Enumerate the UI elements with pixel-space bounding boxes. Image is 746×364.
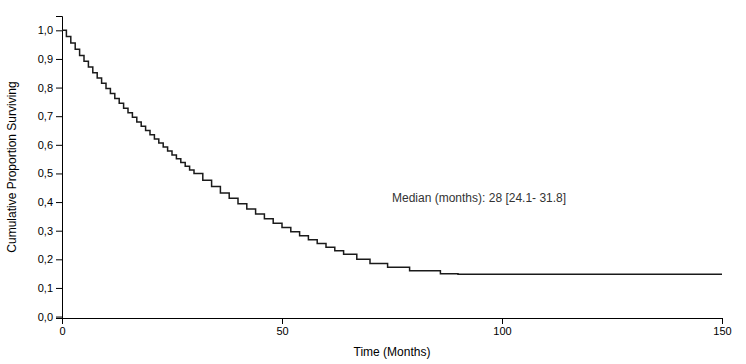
y-axis-tick-mark	[56, 231, 62, 232]
y-axis-tick-label: 0,6	[38, 139, 53, 151]
y-axis: 0,0 0,1 0,2 0,3 0,4 0,5 0,6 0,7 0,8 0,9 1,0	[38, 17, 63, 323]
y-axis-tick-label: 0,4	[38, 196, 53, 208]
y-axis-tick-mark	[56, 88, 62, 89]
y-axis-tick: 0,8	[38, 82, 62, 94]
y-axis-tick-label: 0,5	[38, 167, 53, 179]
y-axis-tick-label: 0,1	[38, 282, 53, 294]
y-axis-tick-label: 0,0	[38, 311, 53, 323]
y-axis-tick-label: 0,3	[38, 225, 53, 237]
y-axis-tick: 0,1	[38, 282, 62, 294]
x-axis-tick-mark	[502, 318, 503, 324]
y-axis-tick: 0,6	[38, 139, 62, 151]
y-axis-tick-label: 0,9	[38, 53, 53, 65]
y-axis-tick: 0,9	[38, 53, 62, 65]
x-axis-tick-label: 0	[59, 325, 65, 337]
x-axis-tick: 0	[59, 318, 65, 337]
x-axis: 0 50 100 150	[59, 318, 731, 337]
annotation: Median (months): 28 [24.1- 31.8]	[392, 191, 566, 205]
x-axis-tick-label: 150	[713, 325, 731, 337]
y-axis-tick: 0,4	[38, 196, 62, 208]
x-axis-tick: 150	[713, 318, 731, 337]
x-axis-tick-mark	[282, 318, 283, 324]
x-axis-line	[63, 319, 723, 325]
y-axis-tick-mark	[56, 288, 62, 289]
y-axis-tick: 0,3	[38, 225, 62, 237]
x-axis-title: Time (Months)	[354, 345, 431, 359]
y-axis-tick-label: 1,0	[38, 24, 53, 36]
y-axis-line	[56, 17, 63, 319]
y-axis-title: Cumulative Proportion Surviving	[5, 81, 19, 252]
chart: 0 50 100 150 0,0 0,1 0,2 0,3 0,4 0,5 0,6 0,7 0,8 0,9 1…	[0, 0, 746, 364]
y-axis-tick: 1,0	[38, 24, 62, 36]
y-axis-tick-mark	[56, 30, 62, 31]
y-axis-tick-mark	[56, 259, 62, 260]
y-axis-tick: 0,7	[38, 110, 62, 122]
y-axis-tick-label: 0,7	[38, 110, 53, 122]
x-axis-tick: 100	[493, 318, 511, 337]
y-axis-tick-label: 0,2	[38, 253, 53, 265]
y-axis-tick-mark	[56, 145, 62, 146]
x-axis-tick-label: 100	[493, 325, 511, 337]
y-axis-tick-label: 0,8	[38, 82, 53, 94]
y-axis-tick: 0,0	[38, 311, 62, 323]
survival-line	[62, 30, 722, 274]
x-axis-tick-mark	[722, 318, 723, 324]
y-axis-tick-mark	[56, 202, 62, 203]
plot-area	[62, 30, 722, 274]
x-axis-tick-label: 50	[276, 325, 288, 337]
y-axis-tick-mark	[56, 173, 62, 174]
y-axis-tick: 0,5	[38, 167, 62, 179]
y-axis-tick-mark	[56, 317, 62, 318]
y-axis-tick: 0,2	[38, 253, 62, 265]
y-axis-tick-mark	[56, 116, 62, 117]
x-axis-tick: 50	[276, 318, 288, 337]
y-axis-tick-mark	[56, 59, 62, 60]
